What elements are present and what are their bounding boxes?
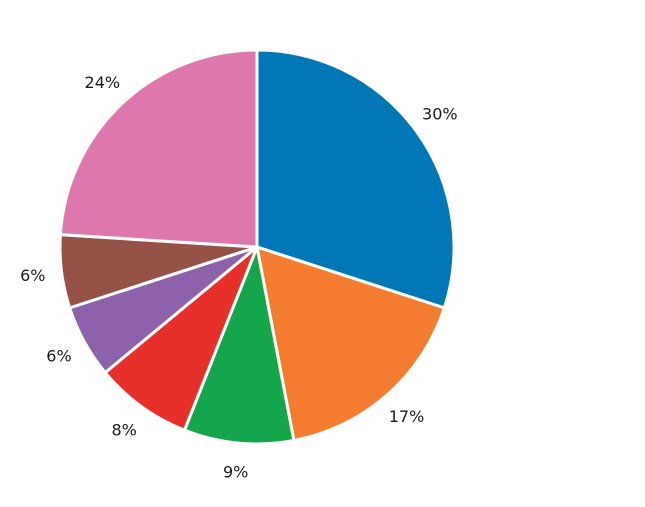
pie-labels: 30% 17% 9% 8% 6% 6% 24%	[20, 73, 457, 482]
pie-slice-label-1: 30%	[422, 105, 458, 124]
pie-slice-label-7: 24%	[85, 73, 121, 92]
pie-slice-2	[255, 245, 446, 443]
pie-slice-label-6: 6%	[20, 266, 45, 285]
pie-slice-3	[182, 245, 296, 446]
pie-slice-7	[58, 48, 259, 249]
pie-slice-label-5: 6%	[46, 346, 71, 365]
pie-slice-label-2: 17%	[389, 407, 425, 426]
pie-slices	[58, 48, 456, 446]
pie-slice-label-4: 8%	[112, 420, 137, 439]
pie-slice-label-3: 9%	[223, 463, 248, 482]
pie-slice-4	[103, 245, 259, 432]
pie-slice-1	[255, 48, 456, 310]
